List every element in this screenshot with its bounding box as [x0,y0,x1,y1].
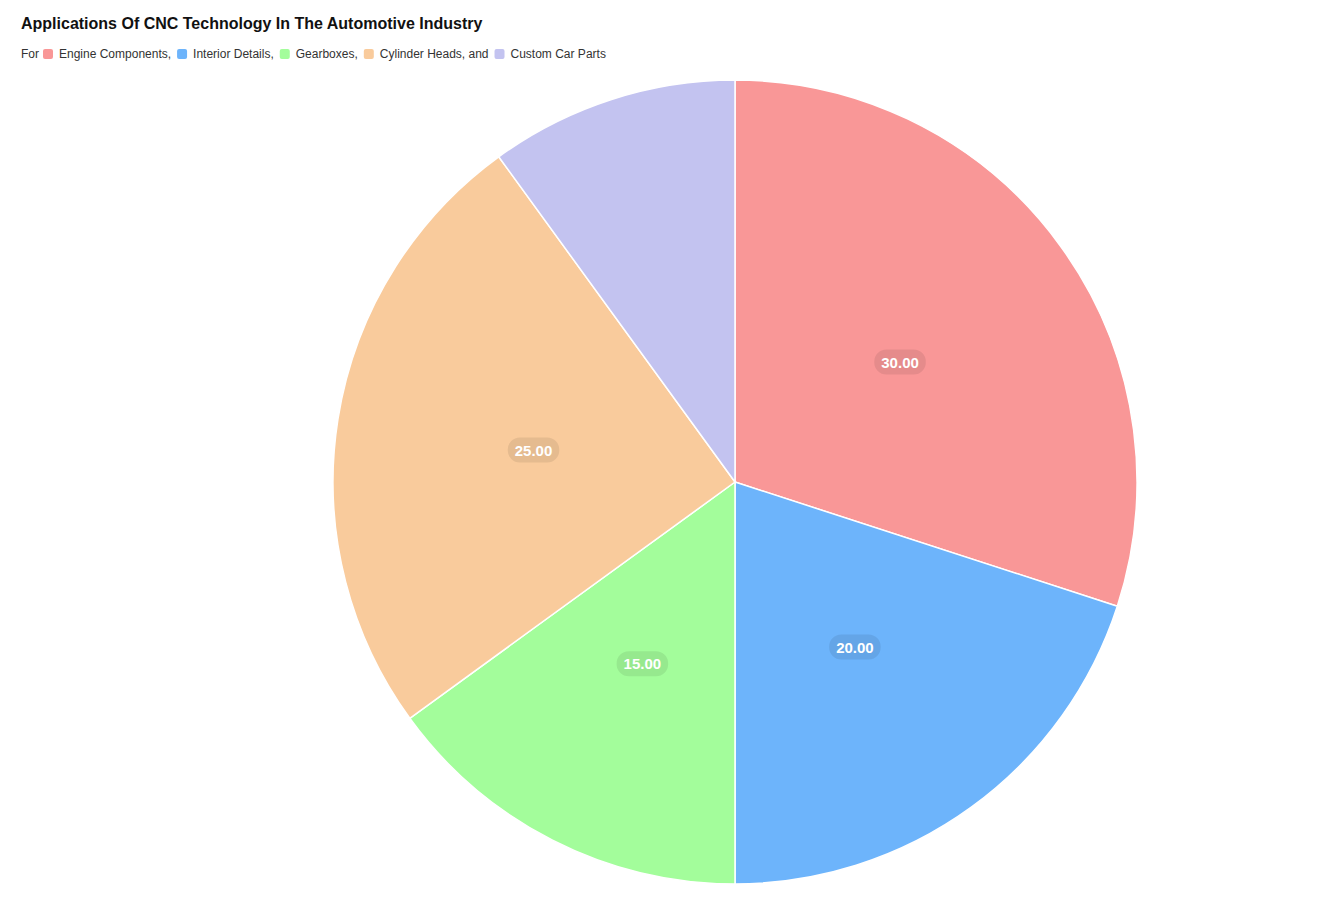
svg-text:25.00: 25.00 [515,442,553,459]
svg-text:20.00: 20.00 [836,639,874,656]
svg-text:For: For [21,47,39,61]
svg-text:Interior Details,: Interior Details, [193,47,274,61]
svg-text:Engine Components,: Engine Components, [59,47,171,61]
svg-text:Gearboxes,: Gearboxes, [296,47,358,61]
svg-text:Custom Car Parts: Custom Car Parts [511,47,606,61]
svg-text:30.00: 30.00 [881,354,919,371]
svg-text:Cylinder Heads, and: Cylinder Heads, and [380,47,489,61]
svg-text:Applications Of CNC Technology: Applications Of CNC Technology In The Au… [21,15,482,32]
svg-text:15.00: 15.00 [624,655,662,672]
